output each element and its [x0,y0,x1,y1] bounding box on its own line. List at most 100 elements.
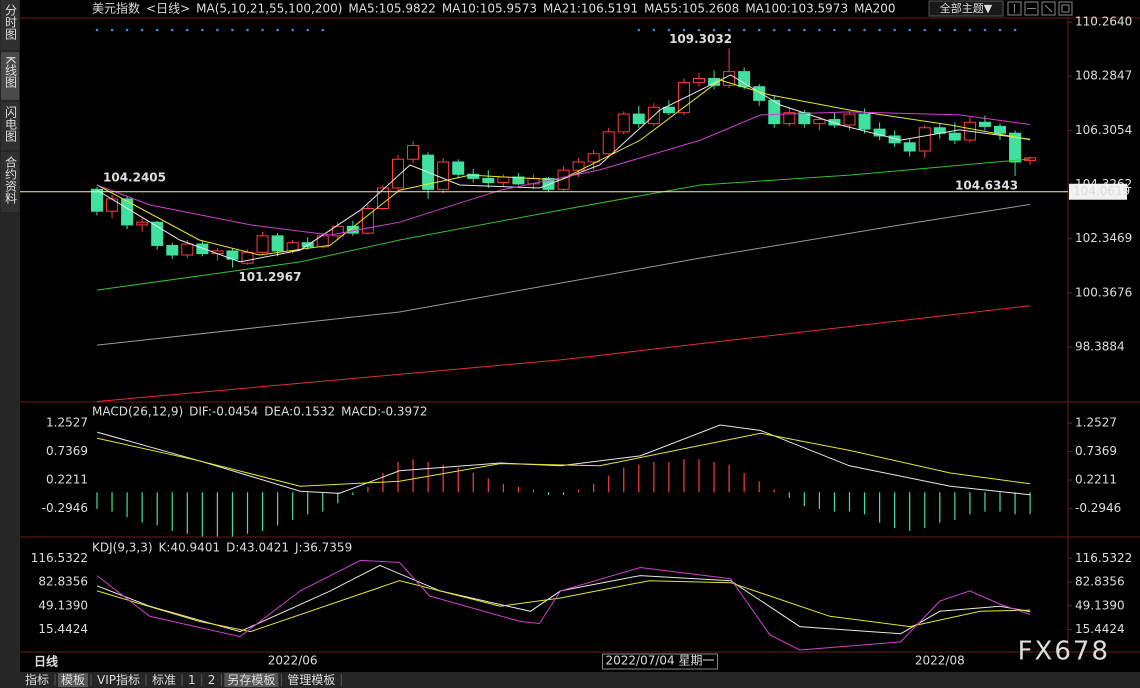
signal-dot [772,28,776,32]
signal-dot [201,28,204,32]
candle-body [256,235,269,253]
toolbar-tab-label[interactable]: 2 [208,673,216,687]
indicator-line [96,432,1031,487]
signal-dot [878,28,881,32]
candle-body [286,242,299,252]
y-tick-label-left: -0.2946 [42,501,88,515]
y-tick-label: 15.4424 [1075,622,1125,636]
signal-dot [818,28,821,32]
signal-dot [667,28,671,32]
sidebar-tab-label[interactable]: K线图 [4,56,18,88]
toolbar-tab[interactable] [224,673,279,687]
y-tick-label: 0.2211 [1075,473,1117,487]
y-tick-label: 102.3469 [1075,231,1132,245]
legend-entry: K:40.9401 [159,541,221,555]
indicator-line [96,305,1031,402]
price-annotation: 104.2405 [103,170,166,184]
candle-body [738,71,751,88]
price-annotation: 101.2967 [238,270,301,284]
signal-dot [1013,28,1017,32]
legend-entry: MA5:105.9822 [348,2,436,16]
signal-dot [95,28,99,32]
signal-dot [803,28,806,32]
signal-dot [863,28,866,32]
y-tick-label: 98.3884 [1075,340,1125,354]
signal-dot [923,28,927,32]
theme-button[interactable] [928,0,1004,17]
toolbar-tab[interactable] [185,673,199,687]
sidebar [0,0,20,672]
candle-body [632,113,645,125]
signal-dot [231,28,234,32]
y-tick-label: 82.8356 [1075,575,1125,589]
toolbar-tab[interactable] [58,673,89,687]
candle-body [828,119,841,126]
icon[interactable] [1024,1,1039,16]
sidebar-tab[interactable] [1,102,19,150]
candle-body [843,113,856,126]
signal-dot [155,28,159,32]
legend-entry: MA100:103.5973 [745,2,848,16]
candle-body [768,99,781,125]
signal-dot [938,28,942,32]
candle-body [497,176,510,183]
candle-body [407,145,420,160]
toolbar-tab-label[interactable]: 另存模板 [227,673,275,687]
sidebar-tab-label[interactable]: 分时图 [4,4,18,40]
candle-body [813,119,826,125]
candle-body [918,127,931,152]
toolbar-tab-label[interactable]: 1 [188,673,196,687]
x-tick-label: 2022/08 [915,654,965,668]
candle-body [858,113,871,130]
icon[interactable] [1007,1,1022,16]
candle-body [693,77,705,84]
signal-dot [291,28,294,32]
toolbar-tab[interactable] [94,673,144,687]
toolbar-tab-label[interactable]: VIP指标 [97,672,140,687]
indicator-line [96,580,1031,633]
signal-dot [697,28,701,32]
y-tick-label: -0.2946 [1075,501,1121,515]
signal-dot [652,28,656,32]
signal-dot [788,28,791,32]
toolbar-tab[interactable] [22,673,53,687]
theme-button-label[interactable]: 全部主题▼ [940,1,993,15]
candle-body [376,187,389,209]
indicator-line [96,424,1031,496]
signal-dot [246,28,249,32]
sidebar-tab-label[interactable]: 合约资料 [4,155,18,204]
candle-body [948,132,961,141]
signal-dot [742,28,746,32]
icon[interactable] [1058,1,1073,16]
watermark: FX678 [1018,637,1110,667]
y-tick-label: 0.7369 [1075,444,1117,458]
toolbar-tab-label[interactable]: 管理模板 [287,672,335,687]
sidebar-tab[interactable] [1,0,19,50]
toolbar-tab[interactable] [284,673,339,687]
sidebar-tab-label[interactable]: 闪电图 [4,106,18,142]
price-annotation: 104.6343 [955,179,1018,193]
y-tick-label-left: 0.2211 [46,473,88,487]
toolbar-tab-label[interactable]: 指标 [25,672,49,687]
signal-dot [306,28,310,32]
y-tick-label: 106.3054 [1075,123,1132,137]
signal-dot [261,28,264,32]
signal-dot [186,28,189,32]
toolbar-tab[interactable] [204,673,219,687]
signal-dot [727,28,731,32]
toolbar-tab-label[interactable]: 标准 [152,673,176,687]
toolbar-tab-label[interactable]: 模板 [61,673,85,687]
signal-dot [757,28,761,32]
candle-body [136,221,149,226]
signal-dot [276,28,279,32]
candle-body [467,173,480,179]
icon[interactable] [1041,1,1056,16]
candle-body [587,153,600,163]
signal-dot [833,28,836,32]
toolbar-tab[interactable] [149,673,180,687]
signal-dot [682,28,686,32]
sidebar-tab[interactable] [1,52,19,100]
candle-body [452,161,465,175]
sidebar-tab[interactable] [1,152,19,212]
